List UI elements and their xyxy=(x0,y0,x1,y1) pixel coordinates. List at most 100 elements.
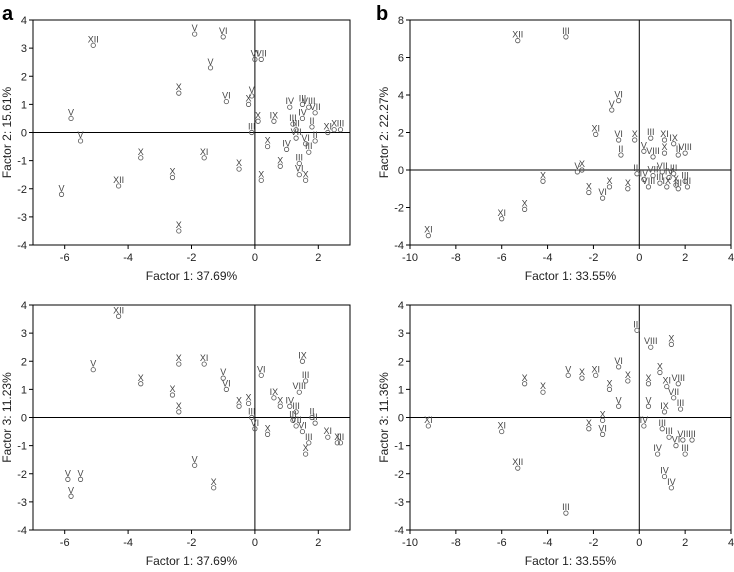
data-point-label: VI xyxy=(251,48,260,58)
data-point xyxy=(58,191,65,197)
y-tick-label: 8 xyxy=(398,15,404,27)
data-point xyxy=(657,180,663,186)
data-point-label: IV xyxy=(286,395,295,405)
data-point-label: V xyxy=(574,161,580,171)
data-point xyxy=(671,395,677,401)
data-point-label: XI xyxy=(424,415,433,425)
data-point-label: X xyxy=(138,373,144,383)
x-tick-label: 2 xyxy=(682,537,688,549)
data-point-label: IV xyxy=(665,167,674,177)
data-point xyxy=(689,437,695,443)
data-point xyxy=(303,141,309,147)
data-point xyxy=(115,183,122,189)
data-point xyxy=(563,34,569,40)
y-tick-label: 2 xyxy=(21,71,27,83)
data-point-label: III xyxy=(305,141,313,151)
data-point-label: III xyxy=(305,432,313,442)
data-point xyxy=(271,118,277,124)
y-tick-label: 0 xyxy=(21,413,27,425)
data-point-label: X xyxy=(211,477,217,487)
data-point-label: V xyxy=(220,367,226,377)
data-point-label: IV xyxy=(660,466,669,476)
data-point xyxy=(77,138,84,144)
x-tick-label: 4 xyxy=(728,537,734,549)
data-point-label: V xyxy=(78,130,84,140)
y-tick-label: 3 xyxy=(21,328,27,340)
data-point-label: X xyxy=(176,401,182,411)
data-point-label: X xyxy=(522,373,528,383)
data-point xyxy=(192,31,198,37)
data-point xyxy=(616,403,622,409)
data-point-label: III xyxy=(681,443,689,453)
data-point-label: III xyxy=(337,432,345,442)
data-point-label: III xyxy=(289,409,297,419)
data-point xyxy=(673,182,679,188)
chart-2: -6 -4 -2 0 2 -4 -3 -2 -1 0 1 2 3 4 Factor 1: 37.69% Fac… xyxy=(0,300,351,568)
data-point xyxy=(306,104,312,110)
x-axis-label: Factor 1: 37.69% xyxy=(146,554,238,567)
data-point-label: VII xyxy=(648,165,659,175)
data-point xyxy=(258,372,264,378)
data-point-label: III xyxy=(337,119,345,129)
data-point xyxy=(77,476,84,482)
x-tick-label: -6 xyxy=(60,537,70,549)
data-point xyxy=(565,372,571,378)
data-point-label: II xyxy=(618,144,623,154)
data-point xyxy=(675,186,681,192)
data-point xyxy=(641,423,647,429)
data-point xyxy=(249,129,255,136)
data-point-label: X xyxy=(522,198,528,208)
data-point xyxy=(296,160,302,167)
data-point-label: VII xyxy=(677,429,688,439)
data-point xyxy=(283,146,290,152)
data-point xyxy=(277,163,283,169)
y-tick-label: -2 xyxy=(394,469,404,481)
data-point-label: VII xyxy=(291,127,302,137)
data-point-label: X xyxy=(600,409,606,419)
data-point-label: III xyxy=(562,502,570,512)
y-tick-label: 3 xyxy=(398,328,404,340)
data-point xyxy=(616,98,622,104)
data-point-label: IX xyxy=(660,401,669,411)
data-point-label: IV xyxy=(640,415,649,425)
data-point-label: XI xyxy=(663,376,672,386)
data-point-label: X xyxy=(265,423,271,433)
data-point-label: VI xyxy=(219,26,228,36)
data-point-label: VI xyxy=(257,364,266,374)
data-point xyxy=(664,184,670,190)
y-tick-label: -1 xyxy=(17,441,27,453)
data-point xyxy=(634,327,640,333)
data-point-label: III xyxy=(675,178,683,188)
data-point-label: V xyxy=(645,395,651,405)
data-point-label: X xyxy=(169,384,175,394)
data-point-label: III xyxy=(248,122,256,132)
data-point xyxy=(675,381,681,387)
data-point-label: VI xyxy=(598,423,607,433)
y-tick-label: -4 xyxy=(17,240,27,252)
data-point-label: VI xyxy=(298,421,307,431)
data-point xyxy=(661,137,668,143)
data-point-label: V xyxy=(59,183,65,193)
data-point xyxy=(609,107,615,113)
data-point-label: IX xyxy=(270,387,279,397)
data-point xyxy=(299,428,306,435)
data-point xyxy=(176,361,182,367)
data-point-label: III xyxy=(670,163,678,173)
data-point-label: V xyxy=(192,23,198,33)
data-point xyxy=(252,56,258,62)
data-point xyxy=(337,127,344,133)
data-point xyxy=(666,434,672,440)
data-point-label: XI xyxy=(591,364,600,374)
data-point xyxy=(252,426,258,432)
data-point xyxy=(677,406,684,412)
data-point xyxy=(625,378,631,384)
data-point xyxy=(522,381,528,387)
data-point xyxy=(90,367,96,373)
x-tick-label: -2 xyxy=(187,252,197,264)
data-point-label: X xyxy=(334,432,340,442)
data-point-label: IX xyxy=(663,176,672,186)
data-point xyxy=(287,104,293,110)
data-point-label: VIII xyxy=(678,142,692,152)
y-tick-label: 1 xyxy=(21,384,27,396)
